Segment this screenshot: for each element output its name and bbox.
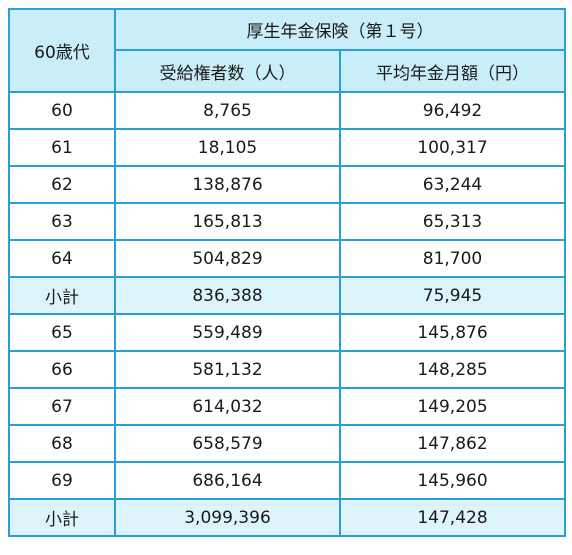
age-cell: 小計 <box>8 276 116 315</box>
table-row: 60 8,765 96,492 <box>8 91 566 130</box>
average-column-header: 平均年金月額（円） <box>339 49 566 93</box>
recipients-column-header: 受給権者数（人） <box>114 49 341 93</box>
age-cell: 66 <box>8 350 116 389</box>
recipients-cell: 504,829 <box>114 239 341 278</box>
group-title-header: 厚生年金保険（第１号） <box>114 8 566 51</box>
subtotal-row: 小計 836,388 75,945 <box>8 276 566 315</box>
header-row-bottom: 受給権者数（人） 平均年金月額（円） <box>9 49 566 93</box>
table-row: 66 581,132 148,285 <box>8 350 566 389</box>
age-cell: 65 <box>8 313 116 352</box>
recipients-cell: 581,132 <box>114 350 341 389</box>
average-cell: 148,285 <box>339 350 566 389</box>
average-cell: 145,876 <box>339 313 566 352</box>
table-row: 67 614,032 149,205 <box>8 387 566 426</box>
recipients-cell: 658,579 <box>114 424 341 463</box>
age-cell: 63 <box>8 202 116 241</box>
table-row: 64 504,829 81,700 <box>8 239 566 278</box>
recipients-cell: 138,876 <box>114 165 341 204</box>
average-cell: 75,945 <box>339 276 566 315</box>
header-row-top: 60歳代 厚生年金保険（第１号） <box>8 8 566 93</box>
average-cell: 147,862 <box>339 424 566 463</box>
pension-table: 60歳代 厚生年金保険（第１号） 受給権者数（人） 平均年金月額（円） 60 8,… <box>8 8 566 537</box>
age-cell: 61 <box>8 128 116 167</box>
recipients-cell: 686,164 <box>114 461 341 500</box>
table-row: 69 686,164 145,960 <box>8 461 566 500</box>
table-row: 62 138,876 63,244 <box>8 165 566 204</box>
age-cell: 小計 <box>8 498 116 537</box>
average-cell: 147,428 <box>339 498 566 537</box>
recipients-cell: 559,489 <box>114 313 341 352</box>
recipients-cell: 3,099,396 <box>114 498 341 537</box>
average-cell: 149,205 <box>339 387 566 426</box>
table-body: 60 8,765 96,492 61 18,105 100,317 62 138,876 63,… <box>8 91 566 537</box>
average-cell: 96,492 <box>339 91 566 130</box>
recipients-cell: 18,105 <box>114 128 341 167</box>
age-cell: 69 <box>8 461 116 500</box>
age-cell: 62 <box>8 165 116 204</box>
average-cell: 63,244 <box>339 165 566 204</box>
table-header: 60歳代 厚生年金保険（第１号） 受給権者数（人） 平均年金月額（円） <box>8 8 566 93</box>
average-cell: 65,313 <box>339 202 566 241</box>
average-cell: 81,700 <box>339 239 566 278</box>
average-cell: 100,317 <box>339 128 566 167</box>
pension-table-container: 60歳代 厚生年金保険（第１号） 受給権者数（人） 平均年金月額（円） 60 8,… <box>8 8 566 537</box>
recipients-cell: 165,813 <box>114 202 341 241</box>
age-cell: 67 <box>8 387 116 426</box>
age-cell: 68 <box>8 424 116 463</box>
recipients-cell: 614,032 <box>114 387 341 426</box>
subtotal-row: 小計 3,099,396 147,428 <box>8 498 566 537</box>
recipients-cell: 8,765 <box>114 91 341 130</box>
table-row: 65 559,489 145,876 <box>8 313 566 352</box>
age-group-header: 60歳代 <box>8 8 116 93</box>
recipients-cell: 836,388 <box>114 276 341 315</box>
age-cell: 64 <box>8 239 116 278</box>
table-row: 63 165,813 65,313 <box>8 202 566 241</box>
average-cell: 145,960 <box>339 461 566 500</box>
table-row: 61 18,105 100,317 <box>8 128 566 167</box>
age-cell: 60 <box>8 91 116 130</box>
table-row: 68 658,579 147,862 <box>8 424 566 463</box>
